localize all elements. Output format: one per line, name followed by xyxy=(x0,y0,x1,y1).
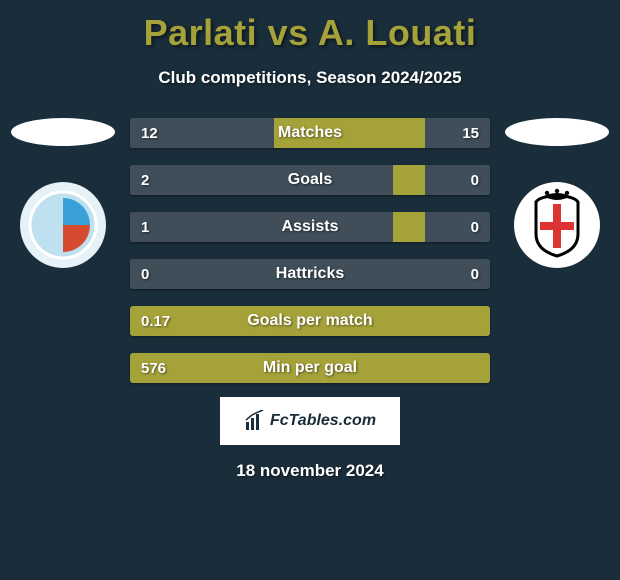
stat-label: Goals xyxy=(288,171,332,189)
content-area: 12 15 Matches 2 0 Goals 1 0 Assists 0 0 Hattricks 0.… xyxy=(0,118,620,383)
stat-row: 1 0 Assists xyxy=(130,212,490,242)
footer-brand-text: FcTables.com xyxy=(270,412,376,430)
stat-right-value: 0 xyxy=(471,219,479,236)
player2-column xyxy=(502,118,612,268)
stat-row: 0.17 Goals per match xyxy=(130,306,490,336)
bar-right-fill xyxy=(425,118,490,148)
stat-label: Goals per match xyxy=(247,312,372,330)
stat-row: 2 0 Goals xyxy=(130,165,490,195)
player2-ellipse xyxy=(505,118,609,146)
stat-row: 0 0 Hattricks xyxy=(130,259,490,289)
stat-bars: 12 15 Matches 2 0 Goals 1 0 Assists 0 0 Hattricks 0.… xyxy=(130,118,490,383)
stat-left-value: 576 xyxy=(141,360,166,377)
player1-column xyxy=(8,118,118,268)
stat-left-value: 0 xyxy=(141,266,149,283)
stat-left-value: 0.17 xyxy=(141,313,170,330)
player1-crest xyxy=(20,182,106,268)
player1-name: Parlati xyxy=(144,12,258,53)
stat-label: Min per goal xyxy=(263,359,357,377)
bar-right-fill xyxy=(425,165,490,195)
bar-left-fill xyxy=(130,212,393,242)
footer-brand-box: FcTables.com xyxy=(220,397,400,445)
footer-date: 18 november 2024 xyxy=(0,461,620,481)
stat-left-value: 2 xyxy=(141,172,149,189)
stat-label: Matches xyxy=(278,124,342,142)
stat-row: 576 Min per goal xyxy=(130,353,490,383)
bar-right-fill xyxy=(425,212,490,242)
chart-icon xyxy=(244,410,266,432)
title-vs: vs xyxy=(257,12,318,53)
player1-ellipse xyxy=(11,118,115,146)
stat-right-value: 15 xyxy=(462,125,479,142)
stat-left-value: 1 xyxy=(141,219,149,236)
player2-name: A. Louati xyxy=(318,12,476,53)
bar-left-fill xyxy=(130,165,393,195)
player2-crest xyxy=(514,182,600,268)
stat-label: Assists xyxy=(282,218,339,236)
stat-label: Hattricks xyxy=(276,265,344,283)
stat-left-value: 12 xyxy=(141,125,158,142)
player1-crest-icon xyxy=(28,190,98,260)
subtitle: Club competitions, Season 2024/2025 xyxy=(0,68,620,88)
stat-row: 12 15 Matches xyxy=(130,118,490,148)
stat-right-value: 0 xyxy=(471,266,479,283)
stat-right-value: 0 xyxy=(471,172,479,189)
player2-crest-icon xyxy=(520,188,594,262)
comparison-title: Parlati vs A. Louati xyxy=(0,0,620,54)
